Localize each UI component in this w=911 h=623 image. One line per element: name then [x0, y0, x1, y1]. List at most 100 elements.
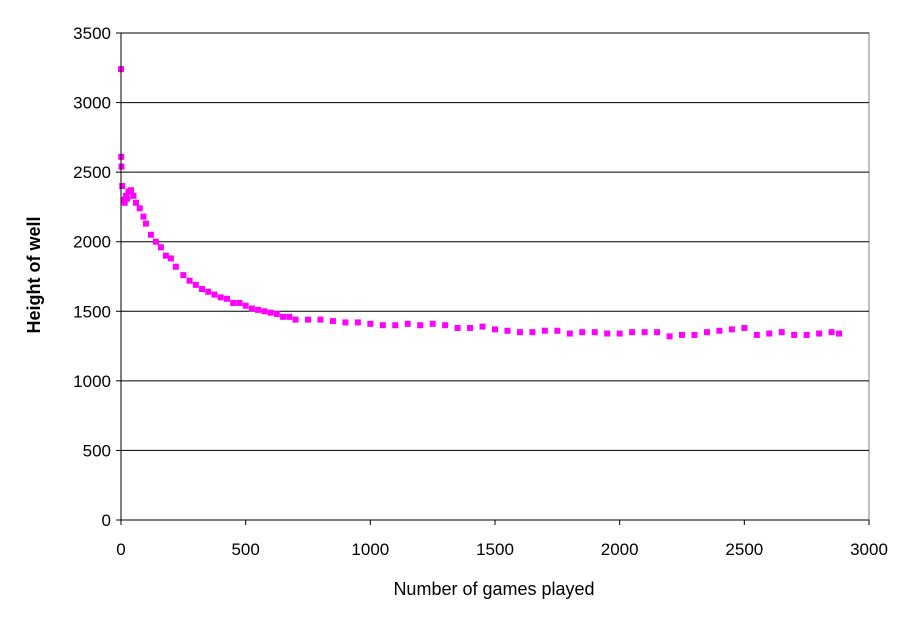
- data-point: [172, 263, 179, 270]
- x-axis-label: Number of games played: [393, 579, 594, 599]
- data-point: [529, 329, 536, 336]
- data-point: [454, 324, 461, 331]
- x-tick-label: 1000: [351, 540, 389, 559]
- data-point: [604, 330, 611, 337]
- axes: [116, 32, 870, 525]
- data-point: [791, 331, 798, 338]
- data-point: [242, 302, 249, 309]
- data-point: [192, 281, 199, 288]
- data-point: [305, 316, 311, 323]
- data-point: [566, 330, 573, 337]
- data-point: [679, 331, 685, 338]
- data-point: [280, 313, 287, 320]
- y-tick-label: 1000: [73, 372, 111, 391]
- x-tick-label: 3000: [850, 540, 888, 559]
- data-point: [152, 238, 159, 245]
- data-point: [716, 327, 723, 334]
- data-point: [404, 320, 411, 327]
- data-point: [753, 331, 760, 338]
- y-tick-label: 2500: [73, 163, 111, 182]
- data-point: [180, 272, 187, 279]
- data-point: [554, 327, 561, 334]
- y-tick-label: 0: [102, 511, 111, 530]
- data-point: [504, 327, 511, 334]
- data-point: [142, 220, 149, 227]
- data-point: [479, 323, 486, 330]
- data-point: [417, 322, 424, 329]
- data-point: [211, 291, 218, 298]
- data-point: [255, 306, 262, 313]
- data-point: [541, 327, 548, 334]
- data-point: [230, 299, 237, 306]
- data-point: [147, 231, 154, 238]
- data-point: [467, 324, 474, 331]
- data-point: [273, 311, 280, 318]
- data-point: [828, 329, 835, 336]
- data-point: [119, 183, 126, 190]
- gridlines: [121, 32, 869, 451]
- x-tick-label: 1500: [476, 540, 514, 559]
- data-point: [778, 329, 785, 336]
- data-point: [367, 320, 374, 327]
- data-point: [132, 199, 139, 206]
- y-axis-label: Height of well: [24, 217, 44, 334]
- x-tick-label: 2000: [601, 540, 639, 559]
- data-point: [136, 205, 143, 212]
- data-point: [342, 319, 349, 326]
- data-point: [223, 295, 230, 302]
- data-point: [329, 318, 336, 325]
- data-point: [379, 322, 386, 329]
- data-point: [248, 305, 255, 312]
- data-point: [766, 330, 773, 337]
- y-tick-label: 500: [83, 441, 111, 460]
- data-point: [167, 255, 174, 262]
- data-point: [205, 288, 212, 295]
- x-tick-label: 0: [116, 540, 125, 559]
- data-points: [118, 66, 843, 340]
- data-point: [140, 213, 147, 220]
- data-point: [803, 331, 810, 338]
- data-point: [130, 192, 137, 199]
- data-point: [127, 187, 134, 194]
- y-tick-label: 1500: [73, 302, 111, 321]
- data-point: [691, 331, 698, 338]
- data-point: [429, 320, 436, 327]
- data-point: [591, 329, 598, 336]
- y-tick-labels: 0 500 1000 1500 2000 2500 3000 3500: [73, 24, 111, 530]
- data-point: [836, 330, 843, 337]
- data-point: [442, 322, 449, 329]
- data-point: [186, 277, 193, 284]
- data-point: [616, 330, 623, 337]
- data-point: [492, 326, 498, 333]
- data-point: [121, 199, 128, 206]
- data-point: [292, 316, 299, 323]
- data-point: [392, 322, 399, 329]
- y-tick-label: 3000: [73, 94, 111, 113]
- data-point: [703, 329, 710, 336]
- data-point: [516, 329, 523, 336]
- data-point: [162, 252, 169, 259]
- data-point: [641, 329, 648, 336]
- data-point: [579, 329, 586, 336]
- data-point: [728, 326, 735, 333]
- y-tick-label: 2000: [73, 233, 111, 252]
- data-point: [666, 333, 673, 340]
- x-tick-label: 2500: [725, 540, 763, 559]
- data-point: [286, 313, 293, 320]
- data-point: [741, 324, 748, 331]
- data-point: [236, 299, 243, 306]
- data-point: [654, 329, 661, 336]
- data-point: [157, 244, 164, 251]
- x-tick-labels: 0 500 1000 1500 2000 2500 3000: [116, 540, 888, 559]
- data-point: [267, 309, 274, 316]
- y-tick-label: 3500: [73, 24, 111, 43]
- data-point: [629, 329, 636, 336]
- data-point: [261, 308, 268, 315]
- data-point: [199, 286, 206, 293]
- data-point: [354, 319, 361, 326]
- data-point: [816, 330, 823, 337]
- data-point: [317, 316, 324, 323]
- data-point: [217, 294, 224, 301]
- x-tick-label: 500: [231, 540, 259, 559]
